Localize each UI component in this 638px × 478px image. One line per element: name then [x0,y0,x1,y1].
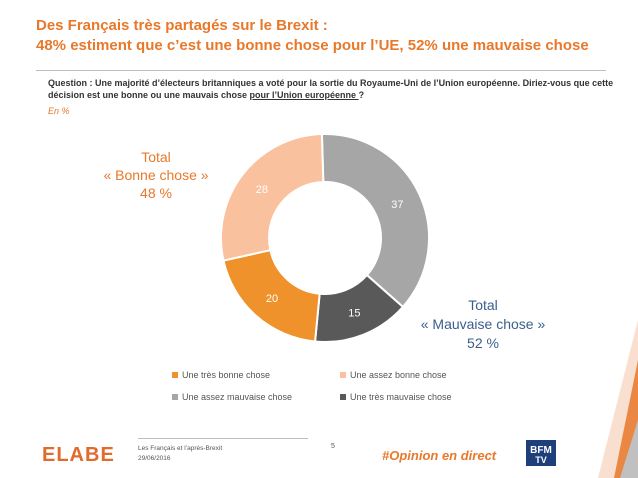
legend-swatch [172,394,178,400]
legend-label: Une assez bonne chose [350,370,447,380]
total-good-callout: Total « Bonne chose » 48 % [96,148,216,202]
legend-item: Une assez mauvaise chose [172,392,292,402]
question-main: Question : Une majorité d’électeurs brit… [48,78,614,100]
total-good-line2: « Bonne chose » [103,167,209,183]
legend-label: Une assez mauvaise chose [182,392,293,402]
total-bad-value: 52 % [467,335,499,351]
bfm-logo-text-1: BFM [530,445,552,456]
title-divider [36,70,606,71]
footer-divider [138,438,308,439]
legend-label: Une très bonne chose [182,370,271,380]
unit-label: En % [48,106,70,116]
question-underlined: pour l’Union européenne [249,90,359,100]
donut-slice-3 [220,133,325,262]
donut-label-0: 37 [391,199,403,211]
donut-label-3: 28 [256,184,268,196]
bfm-logo-text-2: TV [535,455,547,465]
donut-label-2: 20 [266,293,278,305]
title-line-2: 48% estiment que c’est une bonne chose p… [36,37,589,54]
question-suffix: ? [358,90,365,100]
question-text: Question : Une majorité d’électeurs brit… [48,77,618,101]
legend-label: Une très mauvaise chose [350,392,452,402]
legend-swatch [340,394,346,400]
footer-info: Les Français et l’après-Brexit 29/06/201… [138,444,222,464]
total-good-value: 48 % [140,185,172,201]
footer-study: Les Français et l’après-Brexit [138,445,223,452]
donut-slice-0 [320,133,430,309]
bfmtv-logo: BFM TV [524,436,558,470]
elabe-logo: ELABE [42,444,115,466]
total-bad-line1: Total [468,297,498,313]
decorative-a-graphic [568,300,638,478]
legend-item: Une très mauvaise chose [340,392,452,402]
donut-label-1: 15 [348,307,360,319]
legend-item: Une très bonne chose [172,370,270,380]
legend-swatch [340,372,346,378]
total-bad-callout: Total « Mauvaise chose » 52 % [408,296,558,353]
legend-swatch [172,372,178,378]
page-number: 5 [331,443,335,450]
total-good-line1: Total [141,149,171,165]
hashtag: #Opinion en direct [382,448,497,463]
title-line-1: Des Français très partagés sur le Brexit… [36,17,328,34]
total-bad-line2: « Mauvaise chose » [420,316,546,332]
footer-date: 29/06/2016 [138,455,171,462]
legend-item: Une assez bonne chose [340,370,447,380]
page-title: Des Français très partagés sur le Brexit… [36,16,616,56]
